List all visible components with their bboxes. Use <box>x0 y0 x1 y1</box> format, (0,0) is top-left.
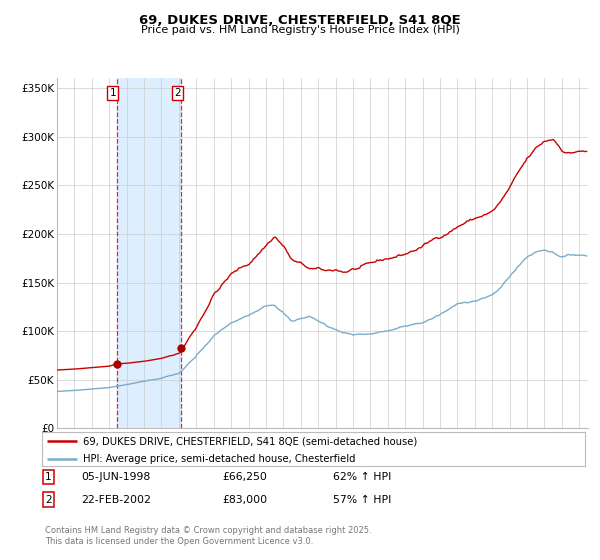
Text: 2: 2 <box>45 494 52 505</box>
Text: 1: 1 <box>45 472 52 482</box>
Text: Contains HM Land Registry data © Crown copyright and database right 2025.
This d: Contains HM Land Registry data © Crown c… <box>45 526 371 546</box>
Text: 57% ↑ HPI: 57% ↑ HPI <box>333 494 391 505</box>
Text: £83,000: £83,000 <box>222 494 267 505</box>
Text: 1: 1 <box>109 88 116 98</box>
Text: 22-FEB-2002: 22-FEB-2002 <box>81 494 151 505</box>
Text: 69, DUKES DRIVE, CHESTERFIELD, S41 8QE: 69, DUKES DRIVE, CHESTERFIELD, S41 8QE <box>139 14 461 27</box>
Text: HPI: Average price, semi-detached house, Chesterfield: HPI: Average price, semi-detached house,… <box>83 454 355 464</box>
Text: 62% ↑ HPI: 62% ↑ HPI <box>333 472 391 482</box>
Text: £66,250: £66,250 <box>222 472 267 482</box>
Text: Price paid vs. HM Land Registry's House Price Index (HPI): Price paid vs. HM Land Registry's House … <box>140 25 460 35</box>
Bar <box>116 78 181 428</box>
Text: 2: 2 <box>174 88 181 98</box>
Text: 05-JUN-1998: 05-JUN-1998 <box>81 472 150 482</box>
Text: 69, DUKES DRIVE, CHESTERFIELD, S41 8QE (semi-detached house): 69, DUKES DRIVE, CHESTERFIELD, S41 8QE (… <box>83 436 417 446</box>
